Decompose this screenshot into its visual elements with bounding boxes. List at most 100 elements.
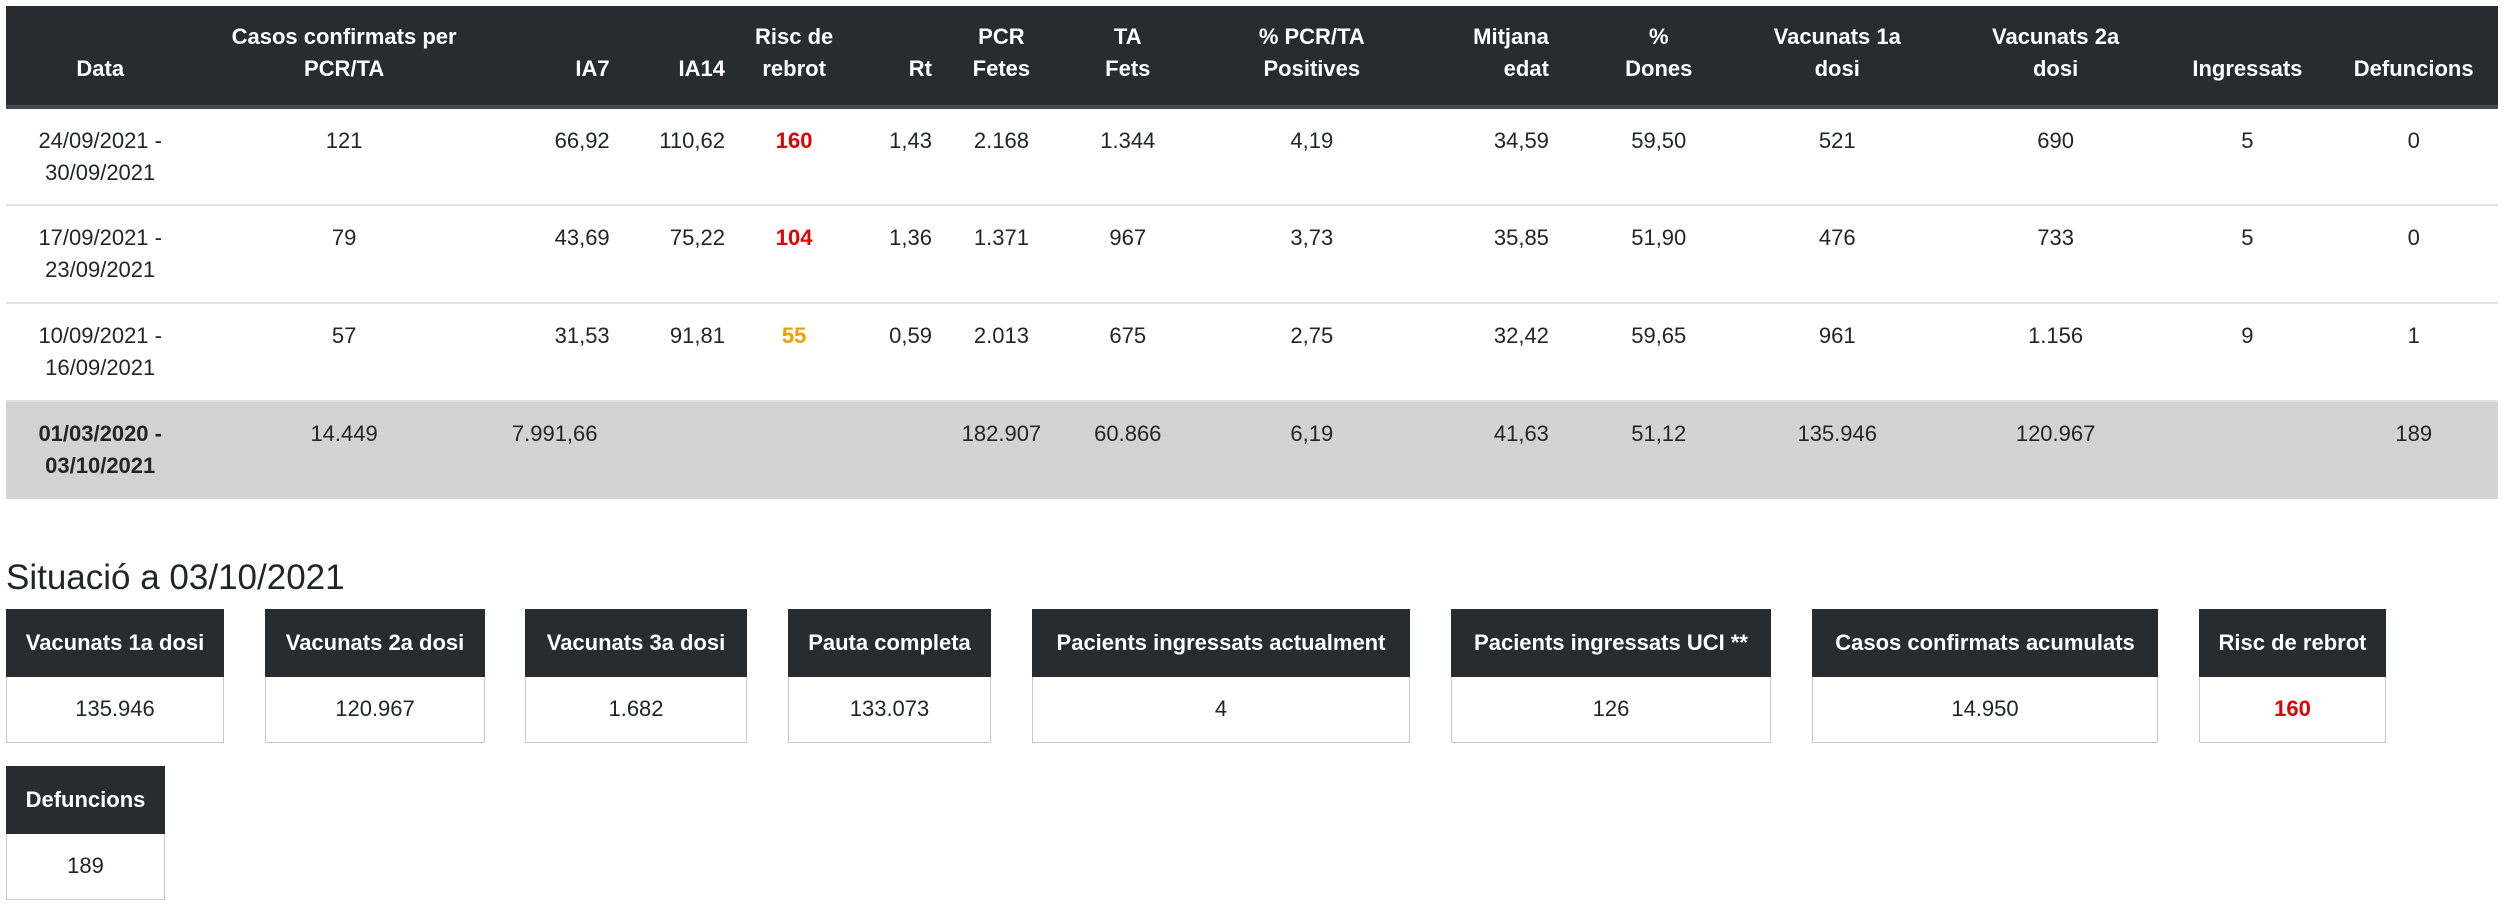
card-complete-schedule: Pauta completa 133.073 (788, 609, 991, 743)
card-label: Vacunats 3a dosi (525, 609, 747, 677)
cell-vac2: 690 (1945, 107, 2166, 206)
cell-date: 10/09/2021 -16/09/2021 (6, 303, 195, 402)
col-header-ta: TA Fets (1056, 6, 1199, 109)
cell-ia7: 31,53 (493, 303, 616, 402)
col-header-cases: Casos confirmats per PCR/TA (194, 6, 494, 109)
cell-risk: 104 (730, 205, 858, 304)
card-label: Vacunats 1a dosi (6, 609, 224, 677)
cell-date: 24/09/2021 -30/09/2021 (6, 107, 195, 206)
card-value: 14.950 (1812, 677, 2158, 743)
col-header-risk: Risc de rebrot (730, 6, 858, 109)
cell-ia7: 7.991,66 (493, 401, 616, 499)
cell-cases: 57 (194, 303, 494, 402)
cell-deaths: 0 (2329, 205, 2498, 304)
col-header-pcr: PCR Fetes (945, 6, 1057, 109)
cell-deaths: 189 (2329, 401, 2498, 499)
cell-ta: 967 (1056, 205, 1199, 304)
cell-ia7: 66,92 (493, 107, 616, 206)
col-header-date: Data (6, 6, 195, 109)
cell-ia14: 75,22 (615, 205, 731, 304)
cell-date: 17/09/2021 -23/09/2021 (6, 205, 195, 304)
card-icu-admitted: Pacients ingressats UCI ** 126 (1451, 609, 1771, 743)
card-label: Casos confirmats acumulats (1812, 609, 2158, 677)
col-header-vac1: Vacunats 1a dosi (1728, 6, 1946, 109)
card-value: 135.946 (6, 677, 224, 743)
card-deaths: Defuncions 189 (6, 766, 165, 900)
cell-age: 34,59 (1424, 107, 1589, 206)
cell-rt: 1,36 (857, 205, 946, 304)
cell-positive: 3,73 (1198, 205, 1425, 304)
table-total-row: 01/03/2020 -03/10/2021 14.449 7.991,66 1… (6, 401, 2498, 499)
col-header-women: % Dones (1588, 6, 1729, 109)
cell-date: 01/03/2020 -03/10/2021 (6, 401, 195, 499)
cell-age: 35,85 (1424, 205, 1589, 304)
cell-ta: 60.866 (1056, 401, 1199, 499)
cell-vac1: 521 (1728, 107, 1946, 206)
col-header-rt: Rt (857, 6, 946, 109)
cell-admitted: 5 (2165, 205, 2330, 304)
cell-women: 59,50 (1588, 107, 1729, 206)
card-regrowth-risk: Risc de rebrot 160 (2199, 609, 2386, 743)
card-label: Risc de rebrot (2199, 609, 2386, 677)
cell-risk (730, 401, 858, 499)
col-header-positive: % PCR/TA Positives (1198, 6, 1425, 109)
cell-cases: 121 (194, 107, 494, 206)
table-row: 10/09/2021 -16/09/2021 57 31,53 91,81 55… (6, 303, 2498, 402)
table-header-row: Data Casos confirmats per PCR/TA IA7 IA14… (6, 6, 2498, 109)
cell-positive: 2,75 (1198, 303, 1425, 402)
card-accumulated-cases: Casos confirmats acumulats 14.950 (1812, 609, 2158, 743)
cell-vac2: 733 (1945, 205, 2166, 304)
card-vaccinated-dose3: Vacunats 3a dosi 1.682 (525, 609, 747, 743)
cell-ia14 (615, 401, 731, 499)
col-header-ia7: IA7 (493, 6, 616, 109)
cell-women: 51,12 (1588, 401, 1729, 499)
card-label: Defuncions (6, 766, 165, 834)
cell-cases: 79 (194, 205, 494, 304)
card-value: 126 (1451, 677, 1771, 743)
card-currently-admitted: Pacients ingressats actualment 4 (1032, 609, 1410, 743)
cell-age: 41,63 (1424, 401, 1589, 499)
card-value: 160 (2199, 677, 2386, 743)
cell-vac2: 1.156 (1945, 303, 2166, 402)
col-header-admitted: Ingressats (2165, 6, 2330, 109)
col-header-vac2: Vacunats 2a dosi (1945, 6, 2166, 109)
cell-deaths: 1 (2329, 303, 2498, 402)
card-value: 1.682 (525, 677, 747, 743)
cell-pcr: 182.907 (945, 401, 1057, 499)
cell-vac1: 476 (1728, 205, 1946, 304)
cell-rt (857, 401, 946, 499)
card-label: Pacients ingressats actualment (1032, 609, 1410, 677)
cell-pcr: 1.371 (945, 205, 1057, 304)
cell-rt: 1,43 (857, 107, 946, 206)
cell-ta: 1.344 (1056, 107, 1199, 206)
cell-pcr: 2.013 (945, 303, 1057, 402)
card-label: Vacunats 2a dosi (265, 609, 485, 677)
cell-cases: 14.449 (194, 401, 494, 499)
cell-positive: 4,19 (1198, 107, 1425, 206)
cell-vac2: 120.967 (1945, 401, 2166, 499)
card-label: Pacients ingressats UCI ** (1451, 609, 1771, 677)
cell-age: 32,42 (1424, 303, 1589, 402)
cell-risk: 55 (730, 303, 858, 402)
card-value: 133.073 (788, 677, 991, 743)
card-value: 120.967 (265, 677, 485, 743)
cell-admitted: 5 (2165, 107, 2330, 206)
cell-women: 51,90 (1588, 205, 1729, 304)
situation-title: Situació a 03/10/2021 (6, 558, 345, 597)
cell-ia14: 91,81 (615, 303, 731, 402)
cell-rt: 0,59 (857, 303, 946, 402)
cell-risk: 160 (730, 107, 858, 206)
cell-women: 59,65 (1588, 303, 1729, 402)
card-value: 189 (6, 834, 165, 900)
cell-deaths: 0 (2329, 107, 2498, 206)
cell-ta: 675 (1056, 303, 1199, 402)
cell-ia7: 43,69 (493, 205, 616, 304)
card-vaccinated-dose1: Vacunats 1a dosi 135.946 (6, 609, 224, 743)
cell-vac1: 135.946 (1728, 401, 1946, 499)
cell-admitted: 9 (2165, 303, 2330, 402)
table-row: 17/09/2021 -23/09/2021 79 43,69 75,22 10… (6, 205, 2498, 304)
weekly-stats-table: Data Casos confirmats per PCR/TA IA7 IA14… (6, 6, 2498, 499)
card-label: Pauta completa (788, 609, 991, 677)
card-value: 4 (1032, 677, 1410, 743)
cell-vac1: 961 (1728, 303, 1946, 402)
